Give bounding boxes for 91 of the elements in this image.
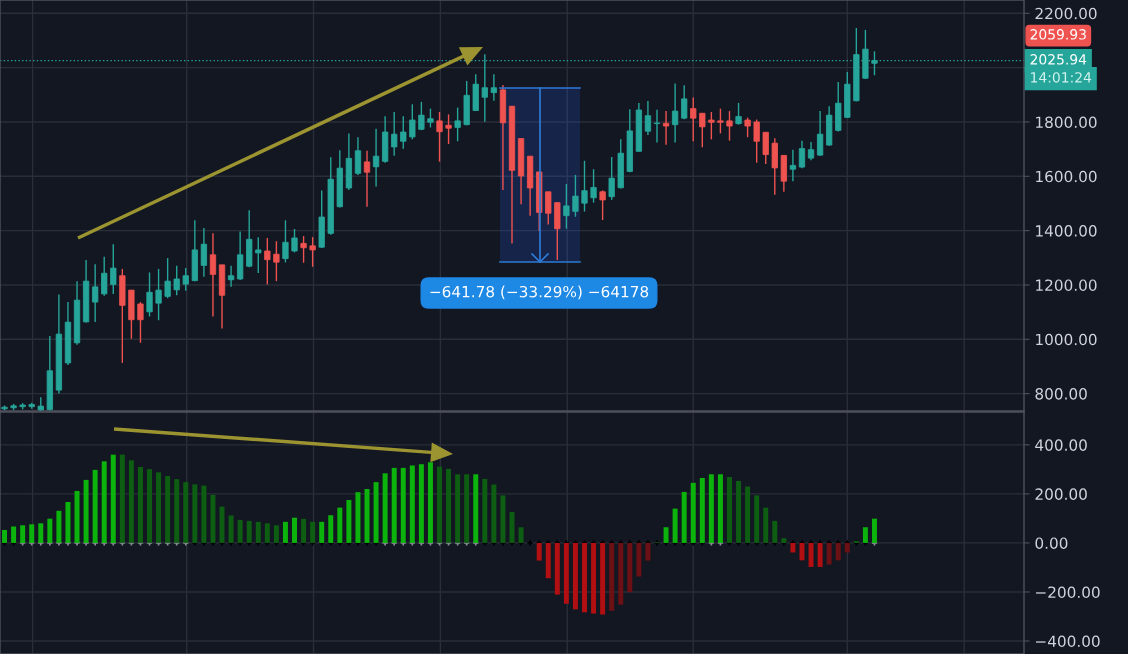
candlestick bbox=[282, 219, 289, 264]
bar bbox=[536, 542, 542, 561]
candlestick bbox=[409, 103, 416, 141]
bar bbox=[554, 542, 560, 595]
candlestick bbox=[717, 107, 724, 135]
bar bbox=[563, 542, 569, 604]
candlestick bbox=[653, 109, 661, 144]
candlestick bbox=[264, 237, 271, 286]
candlestick bbox=[708, 111, 715, 141]
text: 14:01:24 bbox=[1031, 72, 1092, 83]
candlestick bbox=[726, 110, 733, 142]
candlestick bbox=[354, 136, 362, 176]
candlestick bbox=[173, 264, 180, 296]
candlestick bbox=[581, 160, 588, 213]
candlestick bbox=[182, 267, 189, 292]
y-tick-label: 2200.00 bbox=[1035, 7, 1097, 20]
candlestick bbox=[164, 257, 171, 299]
candlestick bbox=[599, 189, 606, 221]
y-tick-label: 1000.00 bbox=[1036, 333, 1097, 346]
candlestick bbox=[200, 227, 208, 278]
bar bbox=[826, 542, 832, 565]
candlestick bbox=[400, 115, 407, 150]
candlestick bbox=[744, 116, 751, 138]
candlestick bbox=[436, 111, 443, 163]
y-tick-label: 400.00 bbox=[1035, 439, 1087, 451]
bar bbox=[591, 542, 597, 614]
y-tick-label: −200.00 bbox=[1036, 586, 1100, 598]
candlestick bbox=[101, 256, 108, 297]
bar bbox=[572, 542, 578, 610]
text: 2059.93 bbox=[1030, 29, 1086, 40]
candlestick bbox=[110, 243, 117, 295]
y-tick-label: −400.00 bbox=[1036, 635, 1100, 648]
candlestick bbox=[363, 150, 371, 208]
candlestick bbox=[590, 168, 597, 204]
candlestick bbox=[300, 235, 307, 264]
y-tick-label: 1600.00 bbox=[1036, 170, 1097, 183]
y-tick-label: 1800.00 bbox=[1036, 116, 1097, 128]
candlestick bbox=[427, 107, 434, 129]
candlestick bbox=[662, 110, 670, 146]
bar bbox=[636, 542, 642, 577]
bar bbox=[609, 542, 615, 611]
y-tick-label: 1400.00 bbox=[1036, 225, 1097, 237]
y-tick-label: 1200.00 bbox=[1036, 279, 1097, 291]
candlestick bbox=[671, 82, 679, 144]
candlestick bbox=[681, 84, 688, 120]
candlestick bbox=[699, 112, 706, 148]
candlestick bbox=[372, 128, 380, 188]
y-tick-label: 800.00 bbox=[1035, 388, 1087, 400]
candlestick bbox=[572, 174, 579, 218]
candlestick bbox=[255, 236, 262, 274]
ref-line-label: 2025.94 bbox=[1030, 54, 1087, 65]
candlestick bbox=[807, 141, 815, 161]
candlestick bbox=[418, 101, 425, 131]
candlestick bbox=[146, 271, 153, 318]
candlestick bbox=[137, 301, 144, 344]
candlestick bbox=[490, 73, 498, 102]
bar bbox=[844, 542, 850, 553]
candlestick bbox=[789, 148, 797, 182]
bar bbox=[808, 542, 814, 567]
bar bbox=[817, 542, 823, 567]
bar bbox=[645, 542, 651, 561]
candlestick bbox=[454, 106, 461, 142]
candlestick bbox=[445, 113, 452, 145]
candlestick bbox=[155, 268, 162, 321]
candlestick bbox=[209, 232, 217, 318]
bar bbox=[835, 542, 841, 561]
y-tick-label: 200.00 bbox=[1035, 488, 1087, 500]
bar bbox=[799, 542, 805, 561]
candlestick bbox=[753, 118, 760, 164]
bar bbox=[545, 542, 551, 579]
candlestick bbox=[644, 100, 652, 136]
candlestick bbox=[690, 96, 697, 142]
bar bbox=[627, 542, 633, 593]
y-tick-label: 0.00 bbox=[1035, 537, 1068, 549]
candlestick bbox=[563, 183, 570, 230]
candlestick bbox=[735, 102, 742, 126]
candlestick bbox=[92, 263, 99, 323]
annotation: −641.78 (−33.29%) −64178 bbox=[430, 285, 649, 300]
candlestick bbox=[608, 156, 615, 201]
candlestick bbox=[273, 240, 280, 282]
bar bbox=[600, 542, 606, 615]
candlestick bbox=[816, 110, 824, 157]
candlestick bbox=[391, 111, 398, 157]
candlestick bbox=[798, 140, 806, 169]
candlestick bbox=[309, 236, 316, 268]
bar bbox=[582, 542, 587, 613]
candlestick bbox=[762, 131, 769, 165]
bar bbox=[790, 542, 796, 553]
candlestick bbox=[545, 191, 552, 226]
bar bbox=[618, 542, 624, 605]
candlestick bbox=[227, 264, 235, 288]
